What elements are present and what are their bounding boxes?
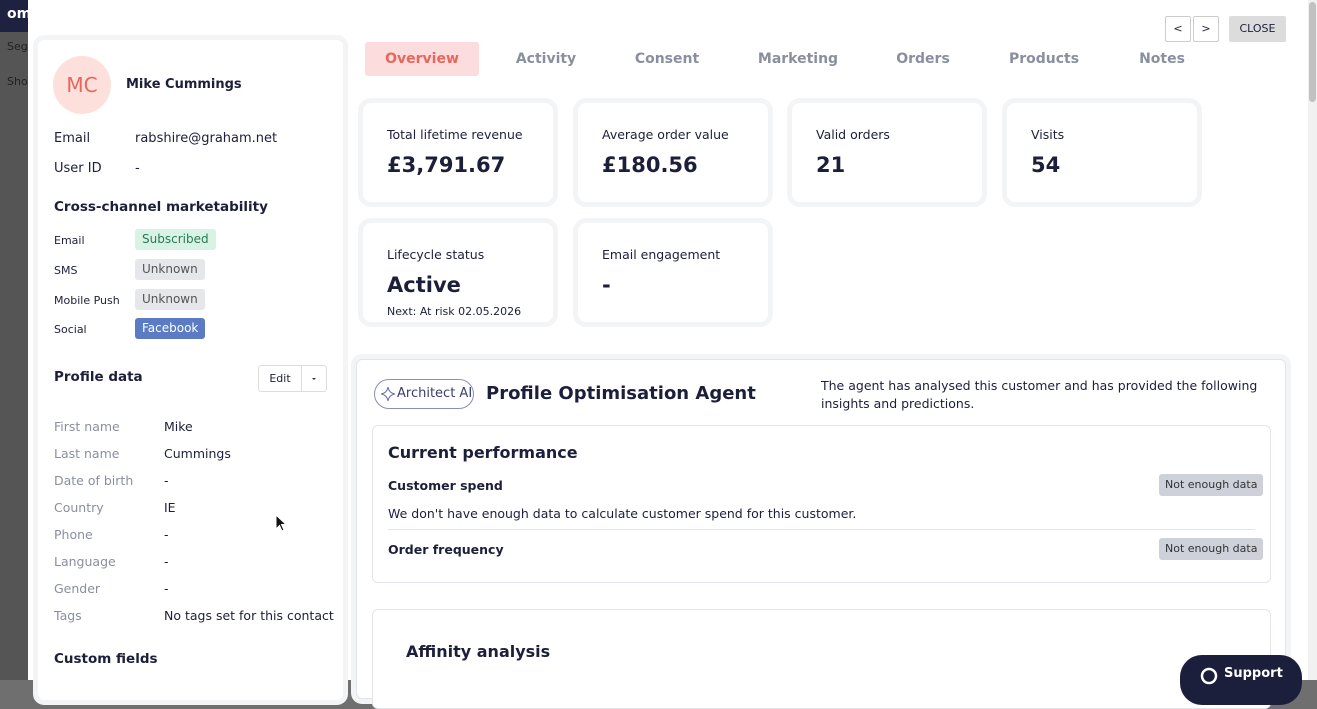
divider	[388, 529, 1255, 530]
metric-value: -	[602, 273, 611, 297]
section-title: Cross-channel marketability	[54, 199, 268, 215]
field-label: Country	[54, 500, 104, 515]
agent-title: Profile Optimisation Agent	[486, 383, 756, 404]
status-badge: Not enough data	[1159, 474, 1264, 496]
field-value: -	[135, 161, 140, 176]
field-value: No tags set for this contact	[164, 608, 334, 623]
status-badge: Unknown	[135, 259, 205, 280]
field-label: User ID	[54, 161, 102, 176]
field-value: rabshire@graham.net	[135, 131, 278, 146]
section-title: Profile data	[54, 369, 143, 385]
prev-button[interactable]: <	[1165, 16, 1191, 42]
tab[interactable]: Consent	[634, 51, 700, 67]
field-label: Date of birth	[54, 473, 134, 488]
support-button[interactable]: Support	[1180, 655, 1302, 705]
metric-value: 21	[816, 153, 846, 177]
channel: Social	[54, 323, 87, 336]
field-value: Mike	[164, 419, 193, 434]
metric-note: Next: At risk 02.05.2026	[387, 305, 522, 318]
agent-description: The agent has analysed this customer and…	[821, 378, 1258, 411]
edit-button[interactable]: Edit	[258, 365, 302, 392]
metric-card: Valid orders 21	[792, 103, 982, 202]
field-value: -	[164, 473, 169, 488]
metric-card: Visits 54	[1007, 103, 1197, 202]
initials: MC	[66, 73, 98, 97]
field-value: Cummings	[164, 446, 231, 461]
agent-badge: Architect AI	[374, 379, 474, 409]
metric-value: £180.56	[602, 153, 698, 177]
metric-detail: We don't have enough data to calculate c…	[388, 506, 857, 521]
close-button[interactable]: CLOSE	[1229, 16, 1286, 42]
field-label: Phone	[54, 527, 93, 542]
metric-card: Lifecycle status Active Next: At risk 02.0…	[363, 223, 553, 322]
metric-label: Average order value	[602, 127, 729, 142]
tab[interactable]: Notes	[1139, 51, 1185, 67]
affinity-card: Affinity analysis	[372, 609, 1271, 709]
tab[interactable]: Orders	[896, 51, 950, 67]
nav-item: Sho	[7, 75, 28, 88]
status-badge: Not enough data	[1159, 538, 1264, 560]
field-label: Last name	[54, 446, 120, 461]
mouse-cursor	[275, 514, 288, 532]
field-label: Email	[54, 131, 91, 146]
scrollbar	[1308, 0, 1317, 680]
card-title: Current performance	[388, 443, 578, 462]
edit-dropdown[interactable]	[302, 365, 327, 392]
nav-item: Seg	[7, 40, 28, 53]
channel: Mobile Push	[54, 294, 120, 307]
metric-label: Email engagement	[602, 247, 721, 262]
metric-label: Visits	[1031, 127, 1065, 142]
metric-label: Total lifetime revenue	[387, 127, 523, 142]
metric-card: Total lifetime revenue £3,791.67	[363, 103, 553, 202]
field-label: Tags	[54, 608, 82, 623]
performance-card: Current performance Customer spend Not e…	[372, 425, 1271, 583]
metric-name: Customer spend	[388, 478, 503, 493]
field-value: -	[164, 554, 169, 569]
tab[interactable]: Activity	[515, 51, 577, 67]
field-value: -	[164, 581, 169, 596]
metric-label: Valid orders	[816, 127, 890, 142]
metric-value: £3,791.67	[387, 153, 506, 177]
field-value: IE	[164, 500, 176, 515]
field-label: First name	[54, 419, 120, 434]
agent-badge-text: Architect AI	[397, 386, 473, 401]
status-badge: Unknown	[135, 289, 205, 310]
logo: om	[7, 6, 28, 22]
field-label: Language	[54, 554, 116, 569]
metric-value: Active	[387, 273, 461, 297]
support-label: Support	[1224, 666, 1283, 681]
card-title: Affinity analysis	[406, 642, 551, 661]
status-badge: Facebook	[135, 318, 206, 339]
section-title: Custom fields	[54, 651, 158, 667]
status-badge: Subscribed	[135, 229, 216, 250]
channel: SMS	[54, 264, 78, 277]
tab[interactable]: Products	[1008, 51, 1080, 67]
metric-card: Average order value £180.56	[578, 103, 768, 202]
profile-panel: MC Mike Cummings Email rabshire@graham.n…	[38, 40, 343, 700]
next-button[interactable]: >	[1193, 16, 1219, 42]
metric-label: Lifecycle status	[387, 247, 485, 262]
metric-value: 54	[1031, 153, 1061, 177]
metric-name: Order frequency	[388, 542, 504, 557]
field-label: Gender	[54, 581, 101, 596]
backdrop: om Seg Sho	[0, 0, 28, 680]
tab[interactable]: Marketing	[757, 51, 839, 67]
profile-name: Mike Cummings	[126, 77, 242, 92]
avatar: MC	[53, 56, 111, 114]
tab-active[interactable]: Overview	[365, 42, 479, 76]
metric-card: Email engagement -	[578, 223, 768, 322]
channel: Email	[54, 234, 85, 247]
field-value: -	[164, 527, 169, 542]
